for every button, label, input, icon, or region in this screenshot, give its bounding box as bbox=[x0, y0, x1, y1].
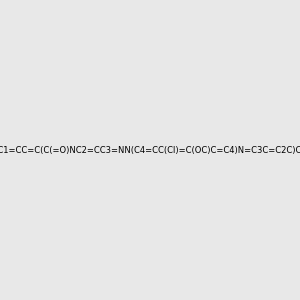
Text: CCOC1=CC=C(C(=O)NC2=CC3=NN(C4=CC(Cl)=C(OC)C=C4)N=C3C=C2C)C=C1: CCOC1=CC=C(C(=O)NC2=CC3=NN(C4=CC(Cl)=C(O… bbox=[0, 146, 300, 154]
